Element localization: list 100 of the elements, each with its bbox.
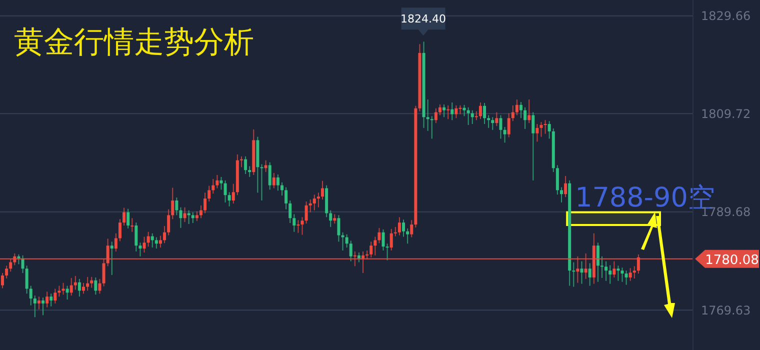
candlestick [430, 116, 434, 140]
candlestick [260, 164, 264, 201]
candlestick [244, 156, 248, 175]
candlestick [308, 199, 312, 213]
candlestick [54, 288, 57, 304]
candlestick [491, 116, 494, 130]
candlestick [612, 260, 616, 278]
candlestick [398, 216, 401, 236]
candlestick [487, 114, 490, 128]
candlestick [470, 110, 474, 125]
candlestick [58, 285, 61, 298]
candlestick [296, 220, 300, 234]
candlestick [321, 180, 324, 200]
candlestick [564, 175, 568, 198]
candlestick [434, 108, 438, 124]
candlestick [114, 232, 118, 252]
candlestick [312, 194, 316, 211]
candlestick [382, 228, 385, 251]
candlestick [442, 104, 446, 118]
annotation: 1824.40 [400, 12, 446, 26]
y-tick-label: 1769.63 [701, 303, 751, 318]
candlestick [349, 240, 352, 262]
candlestick [450, 102, 454, 121]
candlestick [90, 276, 94, 288]
candlestick [576, 256, 580, 284]
candlestick [9, 258, 12, 272]
candlestick [224, 180, 227, 203]
candlestick [341, 232, 344, 251]
candlestick [146, 231, 150, 248]
candlestick [110, 241, 114, 276]
candlestick [187, 210, 190, 225]
candlestick [232, 183, 235, 204]
candlestick [208, 185, 211, 202]
candlestick [402, 219, 406, 238]
candlestick [426, 99, 430, 132]
candlestick [78, 278, 81, 298]
candlestick [462, 104, 466, 117]
candlestick [204, 192, 207, 214]
candlestick [195, 210, 198, 222]
candlestick [580, 260, 584, 284]
candlestick [122, 207, 126, 226]
candlestick [183, 206, 186, 223]
candlestick [98, 278, 102, 294]
candlestick [478, 102, 482, 120]
candlestick [454, 104, 458, 119]
candlestick [304, 200, 308, 224]
candlestick [292, 214, 296, 232]
candlestick [62, 282, 65, 296]
candlestick [507, 112, 510, 138]
candlestick [17, 254, 20, 265]
candlestick [584, 252, 588, 280]
candlestick [362, 250, 365, 274]
candlestick [588, 262, 592, 286]
candlestick [600, 256, 604, 278]
candlestick [106, 238, 110, 267]
candlestick [199, 204, 202, 219]
candlestick [142, 236, 146, 253]
candlestick [620, 267, 624, 282]
candlestick [171, 187, 174, 220]
candlestick [46, 291, 49, 308]
y-tick-label: 1789.68 [701, 205, 751, 220]
candlestick [544, 120, 547, 134]
candlestick [288, 200, 292, 224]
candlestick [228, 192, 231, 207]
candlestick [220, 176, 223, 190]
candlestick [158, 235, 162, 248]
candlestick [503, 126, 506, 144]
candlestick [94, 276, 98, 296]
candlestick [1, 272, 4, 289]
candlestick [25, 265, 28, 294]
candlestick [345, 234, 348, 248]
candlestick [572, 262, 576, 288]
candlestick [33, 295, 36, 318]
candlestick [519, 101, 522, 119]
candlestick [386, 243, 389, 261]
candlestick [438, 104, 442, 116]
candlestick [284, 186, 288, 210]
candlestick [495, 112, 498, 126]
candlestick [499, 114, 502, 140]
candlestick [536, 124, 539, 142]
candlestick [446, 104, 450, 120]
candlestick [596, 242, 600, 282]
candlestick [511, 104, 514, 122]
candlestick [5, 265, 8, 279]
candlestick [66, 285, 69, 300]
candlestick [300, 216, 304, 236]
candlestick [406, 228, 410, 244]
candlestick [154, 236, 158, 250]
candlestick [248, 166, 252, 178]
y-tick-label: 1809.72 [701, 106, 751, 121]
candlestick [163, 225, 166, 244]
candlestick [390, 228, 393, 251]
candlestick [353, 250, 356, 267]
candlestick [272, 172, 276, 189]
candlestick [357, 252, 360, 263]
candlestick [138, 242, 142, 257]
candlestick [240, 156, 243, 168]
candlestick [70, 277, 73, 296]
candlestick [102, 258, 106, 287]
candlestick [540, 122, 543, 138]
